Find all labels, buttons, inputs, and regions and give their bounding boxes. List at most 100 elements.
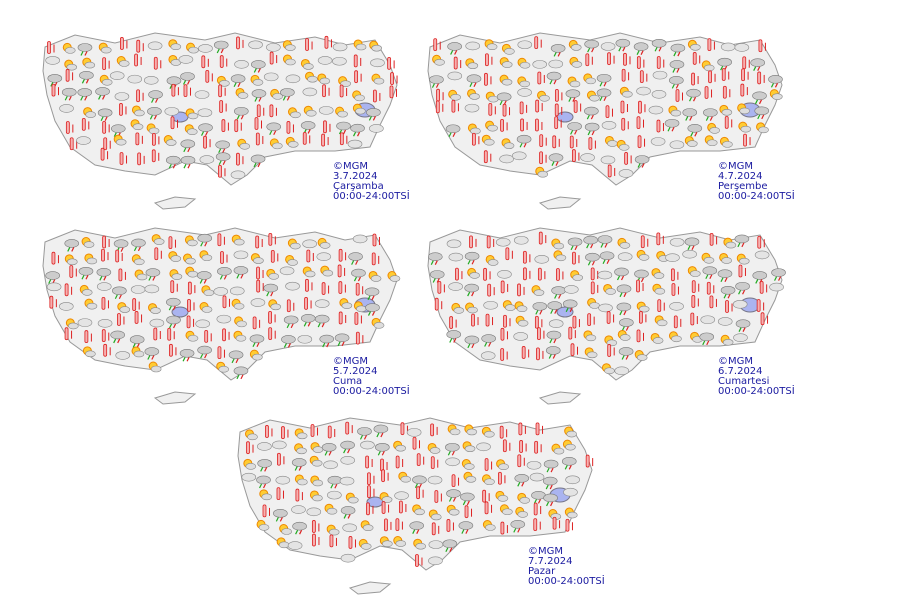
cloud-icon (84, 61, 96, 69)
thermometer-icon (262, 504, 267, 518)
cloud-icon (429, 270, 445, 279)
cloud-icon (360, 543, 372, 550)
rain-icon (434, 260, 438, 265)
map-date: 4.7.2024 (718, 171, 763, 182)
rain-icon (761, 114, 765, 120)
map-credit: ©MGM (528, 546, 563, 557)
cloud-icon (250, 298, 266, 307)
thermometer-icon (366, 502, 370, 516)
cloud-icon (501, 61, 513, 68)
cloud-icon (614, 366, 630, 376)
rain-icon (451, 450, 455, 456)
cloud-icon (447, 42, 462, 51)
cloud-icon (467, 62, 479, 69)
cloud-icon (77, 88, 93, 97)
rain-icon (347, 514, 351, 519)
rain-icon (753, 66, 757, 71)
thermometer-icon (436, 88, 440, 102)
cloud-icon (458, 521, 474, 530)
cyprus-shape (153, 391, 197, 405)
cloud-icon (682, 108, 698, 117)
rain-icon (742, 327, 746, 332)
cloud-icon (497, 269, 512, 279)
thermometer-icon (484, 501, 489, 515)
rain-icon (687, 245, 691, 251)
rain-icon (622, 46, 626, 52)
cloud-icon (429, 447, 441, 454)
cloud-icon (229, 286, 245, 296)
cloud-icon (292, 521, 307, 531)
cloud-icon (510, 520, 526, 529)
cloud-icon (153, 238, 165, 245)
cloud-icon (768, 74, 783, 84)
cloud-icon (448, 282, 463, 291)
cloud-icon (83, 241, 95, 248)
cloud-icon (178, 55, 194, 64)
rain-icon (236, 114, 240, 120)
cloud-icon (571, 61, 583, 68)
rain-icon (240, 374, 244, 380)
cloud-icon (721, 257, 732, 264)
thermometer-icon (153, 56, 158, 70)
rain-icon (231, 358, 235, 364)
thermometer-icon (638, 310, 643, 324)
cloud-icon (77, 318, 93, 327)
cloud-icon (740, 125, 752, 133)
cloud-icon (585, 77, 597, 85)
rain-icon (521, 482, 525, 487)
cloud-icon (633, 42, 649, 51)
cloud-icon (545, 346, 561, 355)
thermometer-icon (691, 280, 696, 294)
cloud-icon (700, 315, 716, 325)
cloud-icon (585, 252, 600, 262)
cloud-icon (166, 76, 182, 86)
cloud-icon (285, 281, 300, 291)
thermometer-icon (500, 521, 505, 535)
cloud-icon (517, 40, 533, 50)
map-day: Cuma (333, 376, 362, 387)
cloud-icon (519, 61, 531, 69)
thermometer-icon (115, 249, 120, 263)
thermometer-icon (671, 283, 676, 296)
rain-icon (572, 97, 576, 102)
rain-icon (203, 279, 207, 284)
cloud-icon (516, 305, 528, 313)
cloud-icon (365, 303, 380, 312)
thermometer-icon (268, 232, 273, 246)
thermometer-icon (437, 280, 442, 294)
cloud-icon (347, 139, 363, 149)
country-shape (427, 32, 783, 186)
thermometer-icon (323, 120, 327, 134)
rain-icon (599, 96, 603, 102)
cloud-icon (682, 249, 697, 259)
thermometer-icon (499, 425, 504, 439)
rain-icon (377, 450, 381, 456)
cloud-icon (717, 317, 733, 326)
rain-icon (757, 66, 761, 71)
cloud-icon (302, 87, 318, 97)
rain-icon (551, 161, 555, 166)
cloud-icon (589, 94, 600, 102)
cloud-icon (684, 237, 700, 247)
rain-icon (204, 353, 208, 359)
cloud-icon (638, 254, 650, 261)
thermometer-icon (305, 38, 309, 51)
cloud-icon (81, 289, 93, 296)
cloud-icon (306, 507, 322, 517)
cloud-icon (548, 319, 564, 328)
rain-icon (623, 292, 627, 298)
cloud-icon (197, 108, 213, 118)
cloud-icon (445, 457, 460, 467)
rain-icon (565, 307, 569, 313)
thermometer-icon (398, 500, 403, 514)
thermometer-icon (219, 55, 224, 68)
cloud-icon (651, 38, 667, 48)
cloud-icon (584, 39, 599, 49)
cloud-icon (484, 478, 495, 486)
thermometer-icon (371, 252, 376, 266)
rain-icon (50, 82, 54, 87)
rain-icon (453, 338, 457, 343)
cloud-icon (615, 38, 631, 48)
thermometer-icon (265, 425, 269, 438)
cloud-icon (375, 442, 390, 452)
